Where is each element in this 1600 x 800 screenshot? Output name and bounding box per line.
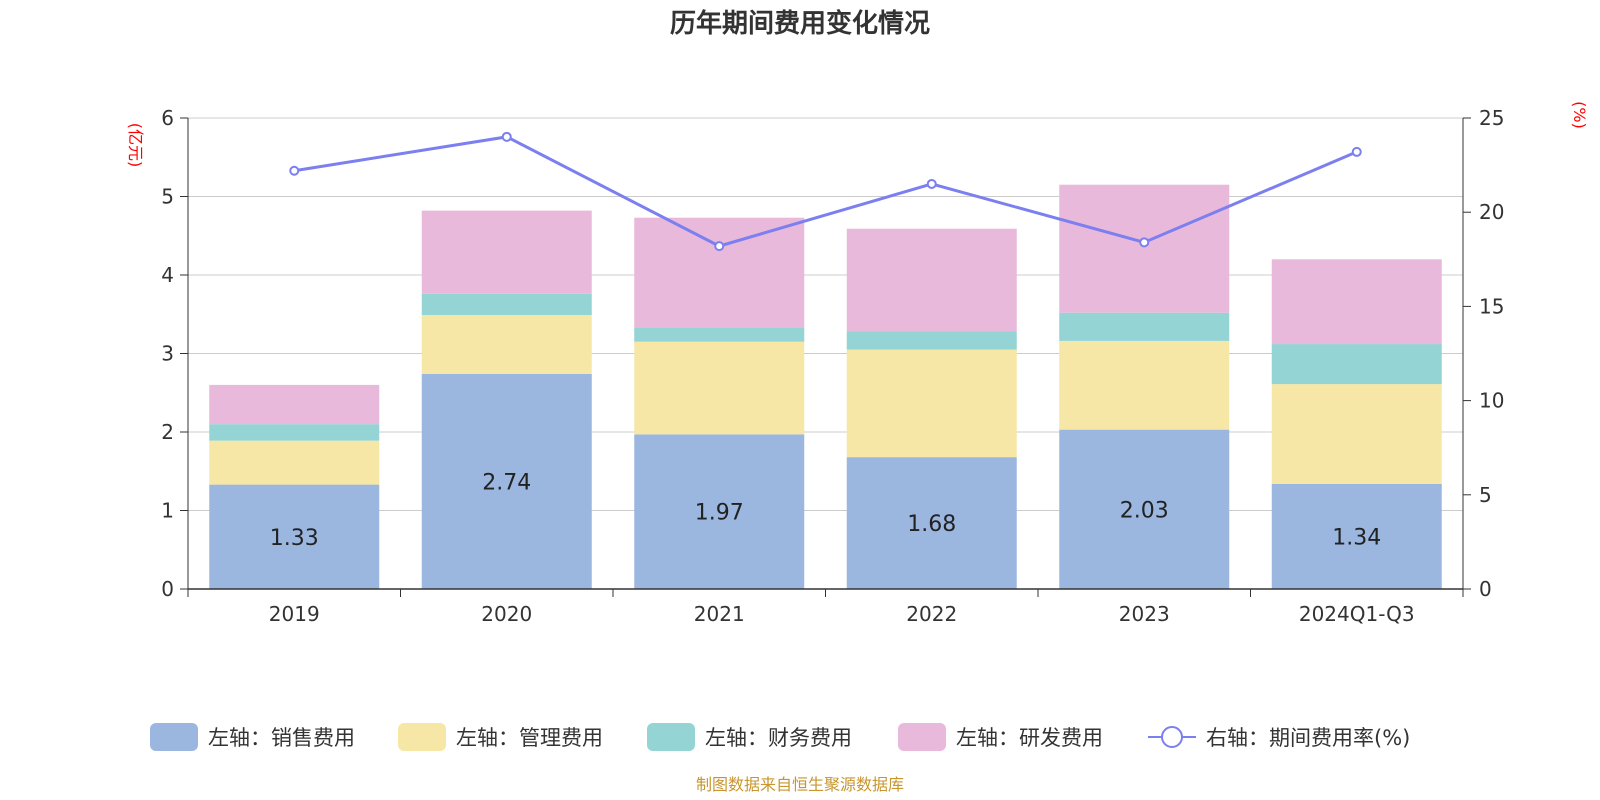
left-axis-tick-label: 0 — [161, 577, 174, 601]
data-label: 2.74 — [482, 470, 531, 495]
right-axis-tick-label: 5 — [1479, 483, 1492, 507]
bar-series — [209, 184, 1442, 589]
bar-segment — [1271, 259, 1442, 345]
legend-label: 左轴：销售费用 — [208, 726, 355, 750]
data-labels: 1.33 2.74 1.97 1.68 2.03 1.34 — [270, 470, 1381, 550]
axes: 0 1 2 3 4 5 6 0 5 10 15 20 25 2019 2020 2021 2022 2023 202… — [161, 106, 1504, 626]
left-axis-tick-label: 6 — [161, 106, 174, 130]
data-label: 1.97 — [695, 501, 744, 526]
rate-point — [289, 165, 300, 176]
rate-point — [501, 131, 512, 142]
bar-segment — [209, 484, 380, 589]
rate-line — [294, 135, 1358, 248]
bar-segment — [1059, 429, 1230, 589]
legend-item[interactable]: 右轴：期间费用率(%) — [1148, 726, 1410, 750]
bar-segment — [421, 210, 592, 294]
x-axis-tick-label: 2020 — [481, 602, 532, 626]
gridlines — [188, 117, 1463, 590]
bar-segment — [634, 327, 805, 342]
rate-point — [1351, 146, 1362, 157]
x-axis-tick-label: 2023 — [1119, 602, 1170, 626]
right-axis-tick-label: 25 — [1479, 106, 1504, 130]
rate-line-series — [289, 131, 1362, 252]
legend-label: 左轴：财务费用 — [705, 726, 852, 750]
legend[interactable]: 左轴：销售费用 左轴：管理费用 左轴：财务费用 左轴：研发费用 右轴：期间费用率(%) — [150, 723, 1410, 751]
bar-segment — [209, 384, 380, 425]
bar-segment — [421, 293, 592, 316]
left-axis-tick-label: 5 — [161, 185, 174, 209]
x-axis-tick-label: 2019 — [269, 602, 320, 626]
right-axis-tick-label: 15 — [1479, 294, 1504, 318]
left-axis-tick-label: 3 — [161, 342, 174, 366]
rate-point — [926, 178, 937, 189]
bar-segment — [209, 424, 380, 441]
bar-segment — [846, 349, 1017, 458]
data-label: 1.68 — [907, 512, 956, 537]
left-axis-unit: (亿元) — [126, 123, 145, 168]
left-axis-tick-label: 2 — [161, 420, 174, 444]
source-note: 制图数据来自恒生聚源数据库 — [696, 775, 904, 794]
rate-point — [714, 241, 725, 252]
right-axis-unit: (%) — [1570, 101, 1589, 129]
bar-segment — [1271, 384, 1442, 484]
rate-point — [1139, 237, 1150, 248]
data-label: 1.33 — [270, 526, 319, 551]
bar-segment — [634, 217, 805, 328]
right-axis-tick-label: 0 — [1479, 577, 1492, 601]
bar-segment — [846, 228, 1017, 332]
bar-segment — [846, 331, 1017, 350]
legend-item[interactable]: 左轴：研发费用 — [898, 723, 1103, 751]
legend-swatch — [898, 723, 946, 751]
bar-segment — [421, 315, 592, 374]
right-axis-tick-label: 10 — [1479, 389, 1504, 413]
bar-segment — [1059, 312, 1230, 341]
bar-segment — [1271, 483, 1442, 589]
legend-item[interactable]: 左轴：销售费用 — [150, 723, 355, 751]
x-axis-tick-label: 2024Q1-Q3 — [1299, 602, 1415, 626]
bar-segment — [1271, 344, 1442, 385]
x-axis-tick-label: 2022 — [906, 602, 957, 626]
left-axis-tick-label: 1 — [161, 499, 174, 523]
bar-segment — [846, 457, 1017, 589]
legend-swatch — [150, 723, 198, 751]
bar-segment — [634, 341, 805, 435]
bar-segment — [421, 373, 592, 589]
legend-label: 左轴：研发费用 — [956, 726, 1103, 750]
legend-item[interactable]: 左轴：财务费用 — [647, 723, 852, 751]
legend-marker — [1161, 726, 1183, 748]
left-axis-tick-label: 4 — [161, 263, 174, 287]
legend-swatch — [398, 723, 446, 751]
bar-segment — [634, 434, 805, 589]
legend-label: 右轴：期间费用率(%) — [1206, 726, 1410, 750]
bar-segment — [1059, 184, 1230, 313]
chart-title: 历年期间费用变化情况 — [670, 8, 930, 39]
bar-segment — [1059, 340, 1230, 430]
legend-swatch — [647, 723, 695, 751]
right-axis-tick-label: 20 — [1479, 200, 1504, 224]
data-label: 1.34 — [1332, 525, 1381, 550]
bar-segment — [209, 440, 380, 485]
x-axis-tick-label: 2021 — [694, 602, 745, 626]
legend-item[interactable]: 左轴：管理费用 — [398, 723, 603, 751]
legend-label: 左轴：管理费用 — [456, 726, 603, 750]
data-label: 2.03 — [1120, 498, 1169, 523]
